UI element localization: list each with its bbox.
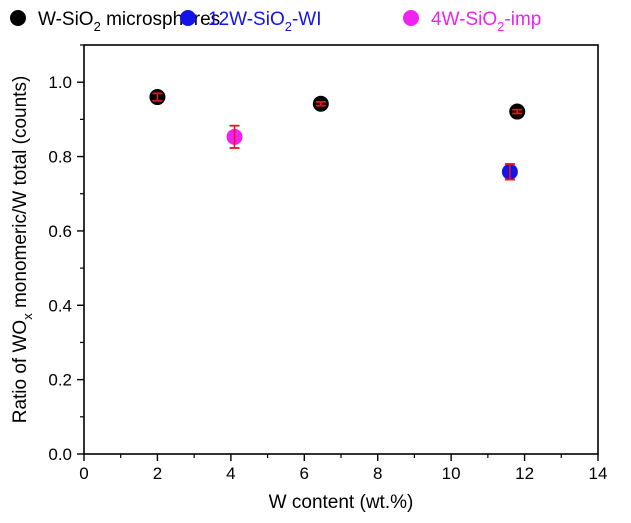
legend-label-pre: W-SiO xyxy=(38,9,94,30)
legend-marker xyxy=(180,10,196,26)
legend-marker xyxy=(10,10,26,26)
y-tick-label: 0.2 xyxy=(48,371,72,390)
data-marks xyxy=(149,89,526,181)
y-axis-title-post: monomeric/W total (counts) xyxy=(10,76,31,314)
legend-label-pre: 12W-SiO xyxy=(208,9,285,30)
legend-label-pre: 4W-SiO xyxy=(431,9,497,30)
y-axis-title: Ratio of WOx monomeric/W total (counts) xyxy=(10,76,35,424)
x-tick-label: 8 xyxy=(373,464,382,483)
x-axis-title: W content (wt.%) xyxy=(269,492,414,513)
y-axis-title-sub: x xyxy=(20,313,35,320)
legend-label-sub: 2 xyxy=(497,19,504,34)
y-tick-label: 0.6 xyxy=(48,222,72,241)
legend-label: 4W-SiO2-imp xyxy=(431,9,541,34)
legend-label-sub: 2 xyxy=(94,19,101,34)
x-tick-label: 0 xyxy=(79,464,88,483)
x-tick-label: 4 xyxy=(226,464,235,483)
x-axis: 0 2 4 6 8 10 12 14 xyxy=(79,454,607,483)
y-axis: 0.0 0.2 0.4 0.6 0.8 1.0 xyxy=(48,44,84,464)
x-tick-label: 6 xyxy=(300,464,309,483)
y-tick-label: 0.0 xyxy=(48,445,72,464)
legend-marker xyxy=(403,10,419,26)
legend-label-post: -imp xyxy=(504,9,541,30)
legend-label-post: microspheres xyxy=(101,9,220,30)
y-axis-title-pre: Ratio of WO xyxy=(10,320,31,423)
y-tick-label: 1.0 xyxy=(48,73,72,92)
x-tick-label: 2 xyxy=(153,464,162,483)
x-tick-label: 14 xyxy=(589,464,608,483)
legend-label: 12W-SiO2-WI xyxy=(208,9,322,34)
legend-label-post: -WI xyxy=(292,9,322,30)
x-tick-label: 12 xyxy=(515,464,534,483)
x-tick-label: 10 xyxy=(442,464,461,483)
y-tick-label: 0.8 xyxy=(48,148,72,167)
y-tick-label: 0.4 xyxy=(48,296,72,315)
legend-label-sub: 2 xyxy=(285,19,292,34)
